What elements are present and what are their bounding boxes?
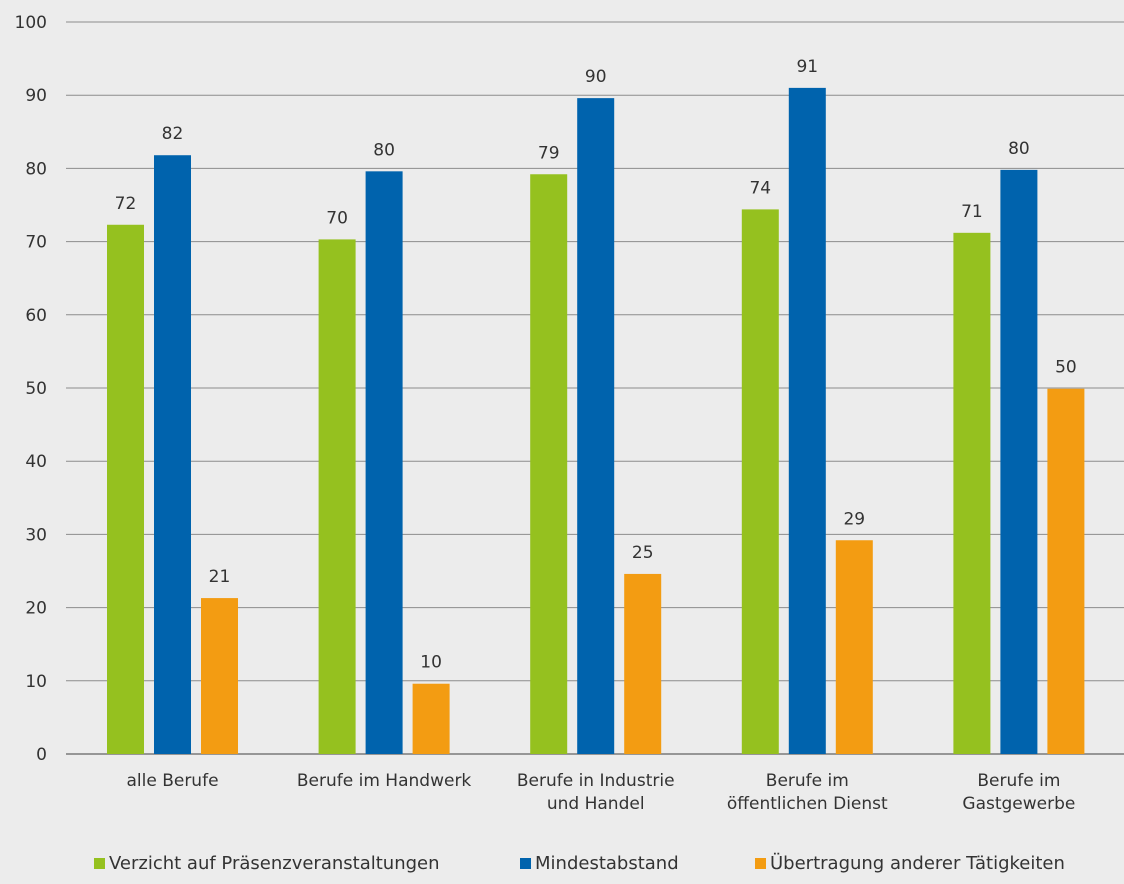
bar [953,232,991,755]
data-label: 82 [162,124,184,144]
data-label: 70 [326,208,348,228]
data-label: 72 [115,194,137,214]
y-tick-label: 70 [25,233,47,253]
bar [1000,169,1038,754]
data-label: 91 [796,57,818,77]
legend-label: Verzicht auf Präsenzveranstaltungen [109,853,440,874]
data-label: 25 [632,543,654,563]
bar [201,598,238,754]
bar [741,209,779,755]
bar [530,174,568,755]
bar [577,98,615,755]
y-tick-label: 40 [25,452,47,472]
y-tick-label: 100 [15,13,47,33]
bar [154,155,191,754]
legend-label: Mindestabstand [535,853,679,874]
y-tick-label: 60 [25,306,47,326]
y-tick-label: 20 [25,599,47,619]
bar [318,239,356,755]
y-tick-label: 80 [25,159,47,179]
data-label: 80 [373,140,395,160]
legend-label: Übertragung anderer Tätigkeiten [770,852,1065,874]
x-tick-label: Berufe in Industrie und Handel [517,771,675,814]
data-label: 10 [420,653,442,673]
y-tick-label: 50 [25,379,47,399]
x-axis: alle Berufe Berufe im Handwerk Berufe in I… [126,771,1075,814]
y-tick-label: 0 [36,745,47,765]
data-label: 50 [1055,358,1077,378]
legend-swatch [755,858,766,869]
y-tick-label: 30 [25,525,47,545]
x-tick-label: alle Berufe [126,771,218,791]
data-label: 29 [843,509,865,529]
data-labels: 72 82 21 70 80 10 79 90 25 74 91 29 71 80 50 [115,57,1077,673]
data-label: 21 [209,567,231,587]
bar [1047,388,1085,754]
bar [788,87,826,754]
data-label: 71 [961,202,983,222]
bars [107,87,1085,755]
y-tick-label: 10 [25,672,47,692]
x-tick-label: Berufe im Gastgewerbe [962,771,1075,814]
bar [365,171,403,754]
bar [412,683,450,754]
data-label: 79 [538,143,560,163]
bar [835,540,873,754]
bar [624,573,662,754]
x-tick-label: Berufe im Handwerk [297,771,472,791]
y-axis: 0 10 20 30 40 50 60 70 80 90 100 [15,13,47,765]
data-label: 80 [1008,139,1030,159]
x-tick-label: Berufe im öffentlichen Dienst [727,771,888,814]
legend-swatch [94,858,105,869]
legend: Verzicht auf Präsenzveranstaltungen Minde… [94,852,1065,874]
y-tick-label: 90 [25,86,47,106]
legend-swatch [520,858,531,869]
data-label: 74 [749,178,771,198]
bar [107,224,144,754]
data-label: 90 [585,67,607,87]
